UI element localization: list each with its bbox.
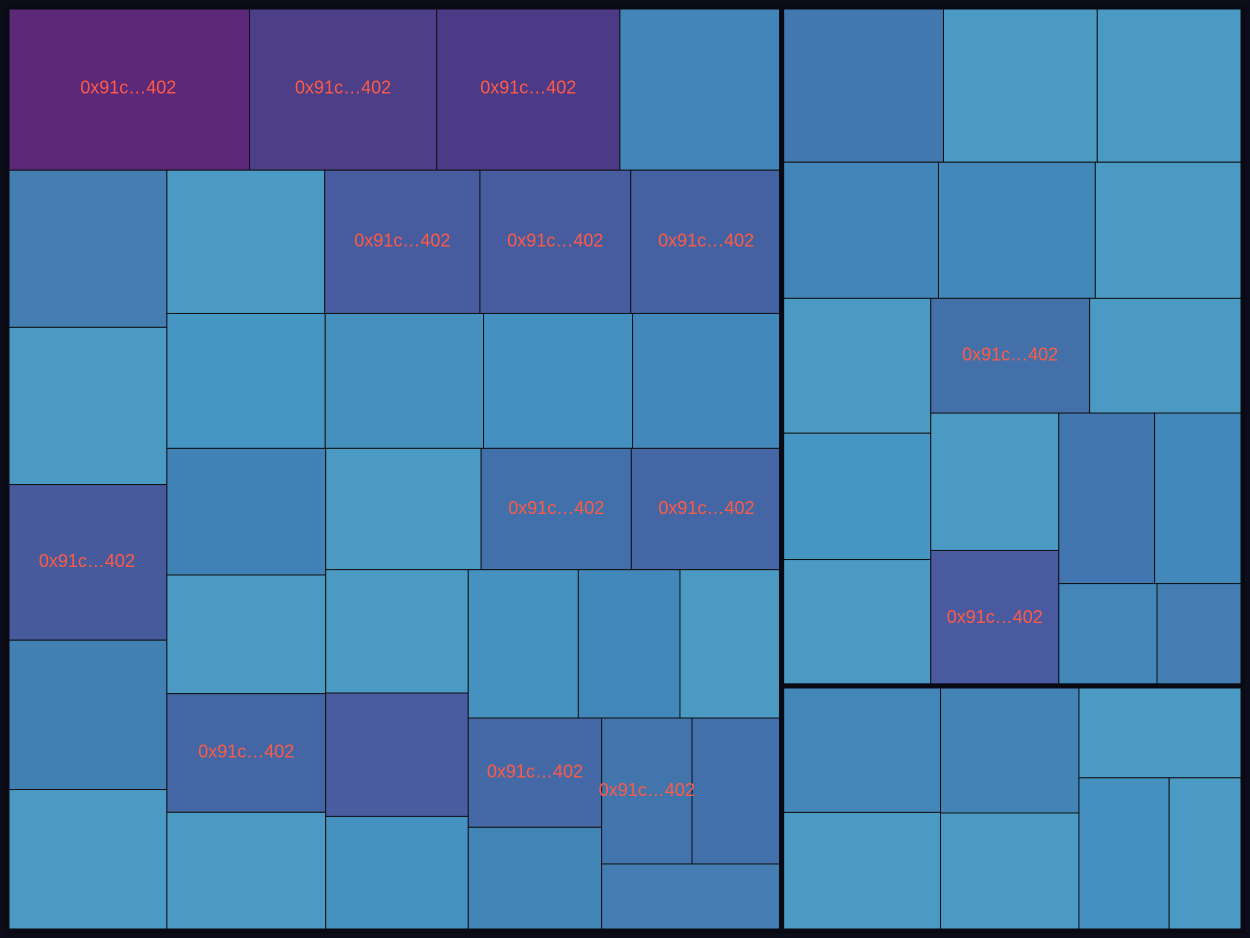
treemap-cell — [940, 812, 1080, 932]
treemap-cell — [1168, 777, 1244, 932]
treemap-cell — [1156, 583, 1244, 687]
cell-label: 0x91c…402 — [947, 607, 1043, 627]
cell-label: 0x91c…402 — [295, 77, 391, 97]
treemap-cell — [166, 312, 326, 449]
treemap-cell — [1078, 685, 1244, 779]
treemap-cell — [325, 692, 469, 817]
treemap-cell — [467, 569, 579, 719]
treemap-cell — [467, 826, 603, 932]
treemap-cell — [930, 412, 1060, 551]
treemap-cell — [166, 574, 327, 695]
cell-label: 0x91c…402 — [507, 231, 603, 251]
cell-label: 0x91c…402 — [39, 551, 135, 571]
treemap-cell — [632, 312, 783, 449]
treemap-cell — [1089, 297, 1244, 414]
treemap-cell — [601, 863, 783, 932]
treemap-cell — [1058, 412, 1156, 585]
treemap-cell — [166, 169, 326, 314]
cell-label: 0x91c…402 — [508, 498, 604, 518]
treemap-cell — [6, 169, 168, 328]
treemap-cell — [6, 484, 168, 641]
treemap-cell — [691, 717, 783, 865]
cell-label: 0x91c…402 — [487, 761, 583, 781]
treemap-cell — [630, 169, 783, 314]
treemap-cell — [436, 6, 621, 171]
cell-label: 0x91c…402 — [354, 231, 450, 251]
treemap-cell — [6, 6, 251, 171]
treemap-cell — [781, 685, 942, 813]
treemap-cell — [679, 569, 783, 719]
treemap-cell — [781, 559, 932, 687]
cell-label: 0x91c…402 — [80, 77, 176, 97]
cell-label: 0x91c…402 — [962, 344, 1058, 364]
treemap-cell — [942, 6, 1098, 163]
cell-label: 0x91c…402 — [658, 498, 754, 518]
treemap-cell — [325, 447, 482, 571]
cell-label: 0x91c…402 — [480, 77, 576, 97]
treemap-cell — [480, 447, 632, 571]
treemap-cell — [166, 811, 327, 932]
treemap-cell — [1094, 161, 1244, 299]
treemap-cell — [1078, 777, 1170, 932]
treemap-cell — [166, 447, 327, 576]
treemap-cell — [483, 312, 634, 449]
treemap-cell — [930, 549, 1060, 687]
treemap-cell — [630, 447, 783, 571]
treemap-cell — [781, 432, 932, 561]
treemap-labels: 0x91c…402 0x91c…402 0x91c…402 0x91c…402 0x91… — [39, 77, 1058, 799]
cell-label: 0x91c…402 — [658, 231, 754, 251]
treemap-cell — [781, 811, 942, 932]
treemap-cell — [781, 161, 939, 299]
treemap-cell — [930, 297, 1091, 414]
treemap-cells — [6, 6, 1244, 932]
treemap-cell — [325, 815, 469, 932]
treemap-cell — [940, 685, 1080, 814]
treemap-cell — [577, 569, 681, 719]
treemap-cell — [6, 789, 168, 932]
group-border — [779, 683, 1246, 934]
treemap-cell — [781, 6, 944, 163]
treemap-cell — [1096, 6, 1244, 163]
treemap-cell — [467, 717, 603, 828]
treemap-cell — [601, 717, 693, 865]
cell-label: 0x91c…402 — [599, 780, 695, 800]
treemap-cell — [937, 161, 1096, 299]
group-borders — [4, 4, 1246, 934]
treemap-cell — [166, 693, 327, 813]
treemap-cell — [781, 297, 932, 434]
treemap-cell — [1058, 583, 1158, 687]
treemap-cell — [6, 326, 168, 486]
treemap-cell — [325, 569, 469, 694]
treemap-cell — [6, 639, 168, 791]
treemap-cell — [619, 6, 783, 171]
treemap-cell — [1154, 412, 1244, 585]
cell-label: 0x91c…402 — [198, 742, 294, 762]
treemap-cell — [479, 169, 632, 314]
treemap-cell — [324, 312, 485, 449]
